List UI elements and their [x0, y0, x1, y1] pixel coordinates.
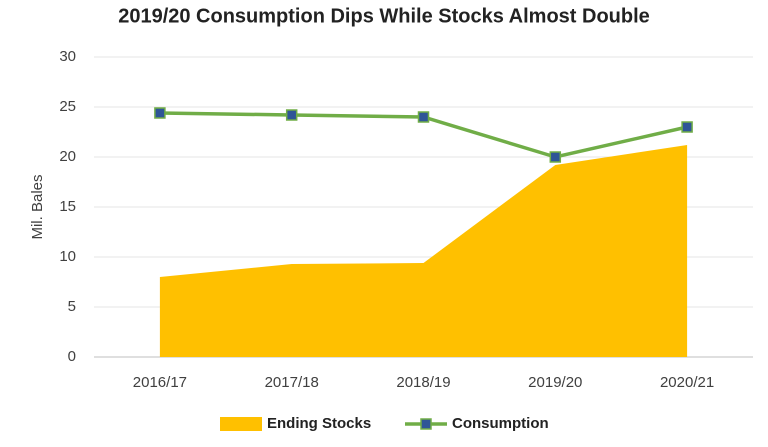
chart-title: 2019/20 Consumption Dips While Stocks Al… [118, 5, 650, 27]
y-tick-label: 10 [59, 248, 76, 265]
legend-marker [420, 418, 432, 430]
legend-label: Consumption [452, 415, 549, 432]
legend-swatch [220, 417, 262, 431]
marker [154, 107, 166, 119]
y-tick-label: 15 [59, 198, 76, 215]
marker [549, 151, 562, 163]
marker [681, 121, 693, 133]
y-tick-label: 20 [59, 148, 76, 165]
x-tick-label: 2020/21 [660, 374, 714, 391]
marker [417, 111, 430, 123]
y-tick-label: 5 [68, 298, 76, 315]
y-tick-label: 0 [68, 348, 76, 365]
x-tick-label: 2019/20 [528, 374, 582, 391]
area [159, 145, 688, 357]
y-tick-label: 25 [59, 98, 76, 115]
marker [285, 109, 298, 121]
y-tick-label: 30 [59, 48, 76, 65]
y-axis-label: Mil. Bales [29, 174, 46, 239]
x-tick-label: 2017/18 [265, 374, 319, 391]
x-tick-label: 2018/19 [396, 374, 450, 391]
legend-label: Ending Stocks [267, 415, 371, 432]
x-tick-label: 2016/17 [133, 374, 187, 391]
